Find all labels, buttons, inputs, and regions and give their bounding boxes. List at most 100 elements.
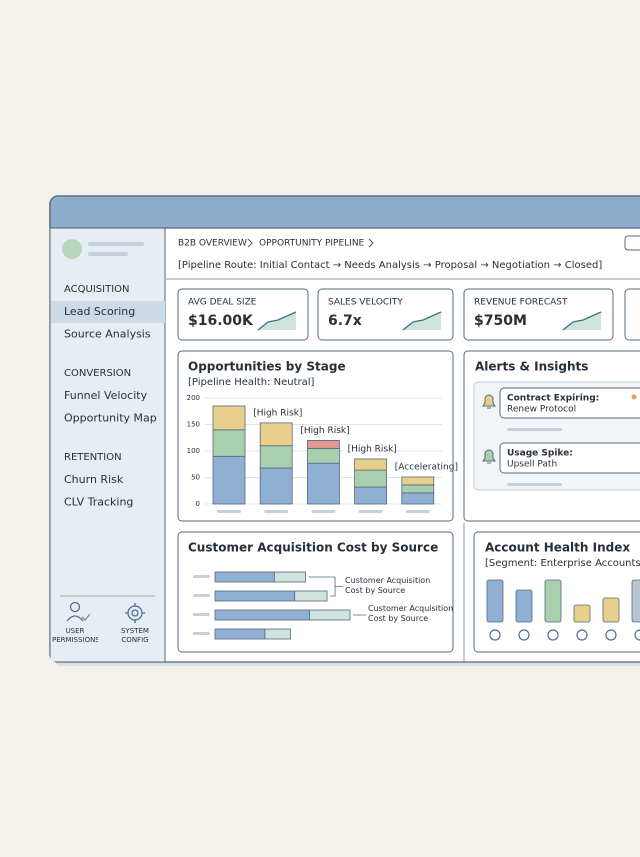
placeholder (507, 483, 562, 486)
bar-segment (214, 590, 296, 602)
bar-segment (259, 467, 293, 505)
category-icon (634, 629, 640, 641)
alert-card[interactable] (499, 387, 640, 419)
title-bar (49, 195, 640, 229)
route: [Pipeline Route: Initial Contact → Needs… (178, 260, 602, 271)
panel-title: Customer Acquisition Cost by Source (188, 541, 438, 555)
annotation: [High Risk] (348, 444, 397, 454)
bar-segment (306, 439, 340, 449)
kpi-label: AVG DEAL SIZE (188, 298, 257, 308)
bar-segment (306, 447, 340, 464)
chevron (247, 238, 253, 248)
sparkline (562, 311, 602, 331)
annotation-box: Customer Acquisition Cost by Source (345, 576, 430, 595)
button[interactable] (624, 235, 640, 251)
nav-item[interactable]: Lead Scoring (64, 305, 135, 318)
footer-label[interactable]: SYSTEM CONFIG (121, 627, 149, 644)
nav-item[interactable]: CLV Tracking (64, 496, 133, 509)
bar-segment (354, 469, 388, 488)
bar-segment (401, 484, 435, 494)
bar-segment (212, 455, 246, 505)
bar (486, 579, 504, 623)
footer-label[interactable]: USER PERMISSIONS (52, 627, 98, 644)
kpi-value: $16.00K (188, 313, 254, 329)
panel-title: Account Health Index (485, 541, 630, 555)
breadcrumb[interactable]: OPPORTUNITY PIPELINE (259, 239, 365, 249)
kpi-value: $750M (474, 313, 527, 329)
x-label-placeholder (311, 510, 336, 513)
active-item-bg (51, 301, 165, 323)
bell-icon (482, 449, 496, 464)
panel-title: Alerts & Insights (475, 360, 588, 374)
bar-segment (214, 609, 310, 621)
annotation: Customer Acquisition Cost by Source (368, 604, 454, 623)
bar-segment (354, 458, 388, 471)
bar-segment (259, 445, 293, 469)
bar-segment (309, 609, 351, 621)
bar-segment (214, 628, 266, 640)
bar-segment (306, 462, 340, 505)
category-icon (605, 629, 617, 641)
panel-subtitle: [Segment: Enterprise Accounts] (485, 558, 640, 569)
y-label-placeholder (193, 632, 210, 635)
x-label-placeholder (264, 510, 289, 513)
placeholder (88, 242, 144, 246)
bar (631, 579, 640, 623)
footer-item[interactable]: USER PERMISSIONS (52, 627, 98, 651)
category-icon (489, 629, 501, 641)
annotation-box: Customer Acquisition Cost by Source (368, 604, 454, 623)
nav-item[interactable]: Opportunity Map (64, 412, 157, 425)
bar-segment (264, 628, 292, 640)
x-label-placeholder (358, 510, 383, 513)
sparkline (257, 311, 297, 331)
nav-item[interactable]: Funnel Velocity (64, 389, 148, 402)
section-title: CONVERSION (64, 368, 131, 379)
nav-item[interactable]: Churn Risk (64, 473, 124, 486)
bell-icon (482, 394, 496, 409)
bar (544, 579, 562, 623)
bar-segment (214, 571, 275, 583)
alert-detail: Upsell Path (507, 460, 557, 470)
bar-segment (212, 405, 246, 431)
annotation: [High Risk] (253, 408, 302, 418)
section-title: ACQUISITION (64, 284, 130, 295)
category-icon (518, 629, 530, 641)
category-icon (576, 629, 588, 641)
panel-subtitle: [Pipeline Health: Neutral] (188, 377, 315, 388)
y-tick-label: 150 (187, 421, 200, 429)
bar-segment (294, 590, 328, 602)
bar-segment (273, 571, 306, 583)
bar (515, 589, 533, 623)
panel-title: Opportunities by Stage (188, 360, 346, 374)
bar-segment (401, 492, 435, 505)
alert-title: Contract Expiring: (507, 394, 599, 404)
placeholder (88, 252, 128, 256)
placeholder (507, 428, 562, 431)
y-label-placeholder (193, 575, 210, 578)
x-label-placeholder (405, 510, 430, 513)
footer-item[interactable]: SYSTEM CONFIG (112, 627, 158, 651)
bar-segment (212, 429, 246, 457)
annotation: [Accelerating] (395, 462, 458, 472)
y-tick-label: 100 (187, 447, 200, 455)
breadcrumb[interactable]: B2B OVERVIEW (178, 239, 247, 249)
category-icon (547, 629, 559, 641)
y-label-placeholder (193, 613, 210, 616)
alert-card[interactable] (499, 442, 640, 474)
kpi-card (624, 288, 640, 341)
gear-icon (125, 603, 145, 623)
status-dot (631, 394, 637, 400)
nav-item[interactable]: Source Analysis (64, 328, 151, 341)
kpi-label: SALES VELOCITY (328, 298, 403, 308)
y-tick-label: 50 (191, 474, 200, 482)
bar-segment (354, 486, 388, 505)
avatar (62, 239, 82, 259)
bar (602, 597, 620, 623)
sparkline (402, 311, 442, 331)
user-icon (66, 601, 91, 622)
chevron (368, 238, 374, 248)
y-tick-label: 0 (196, 500, 200, 508)
kpi-value: 6.7x (328, 313, 362, 329)
